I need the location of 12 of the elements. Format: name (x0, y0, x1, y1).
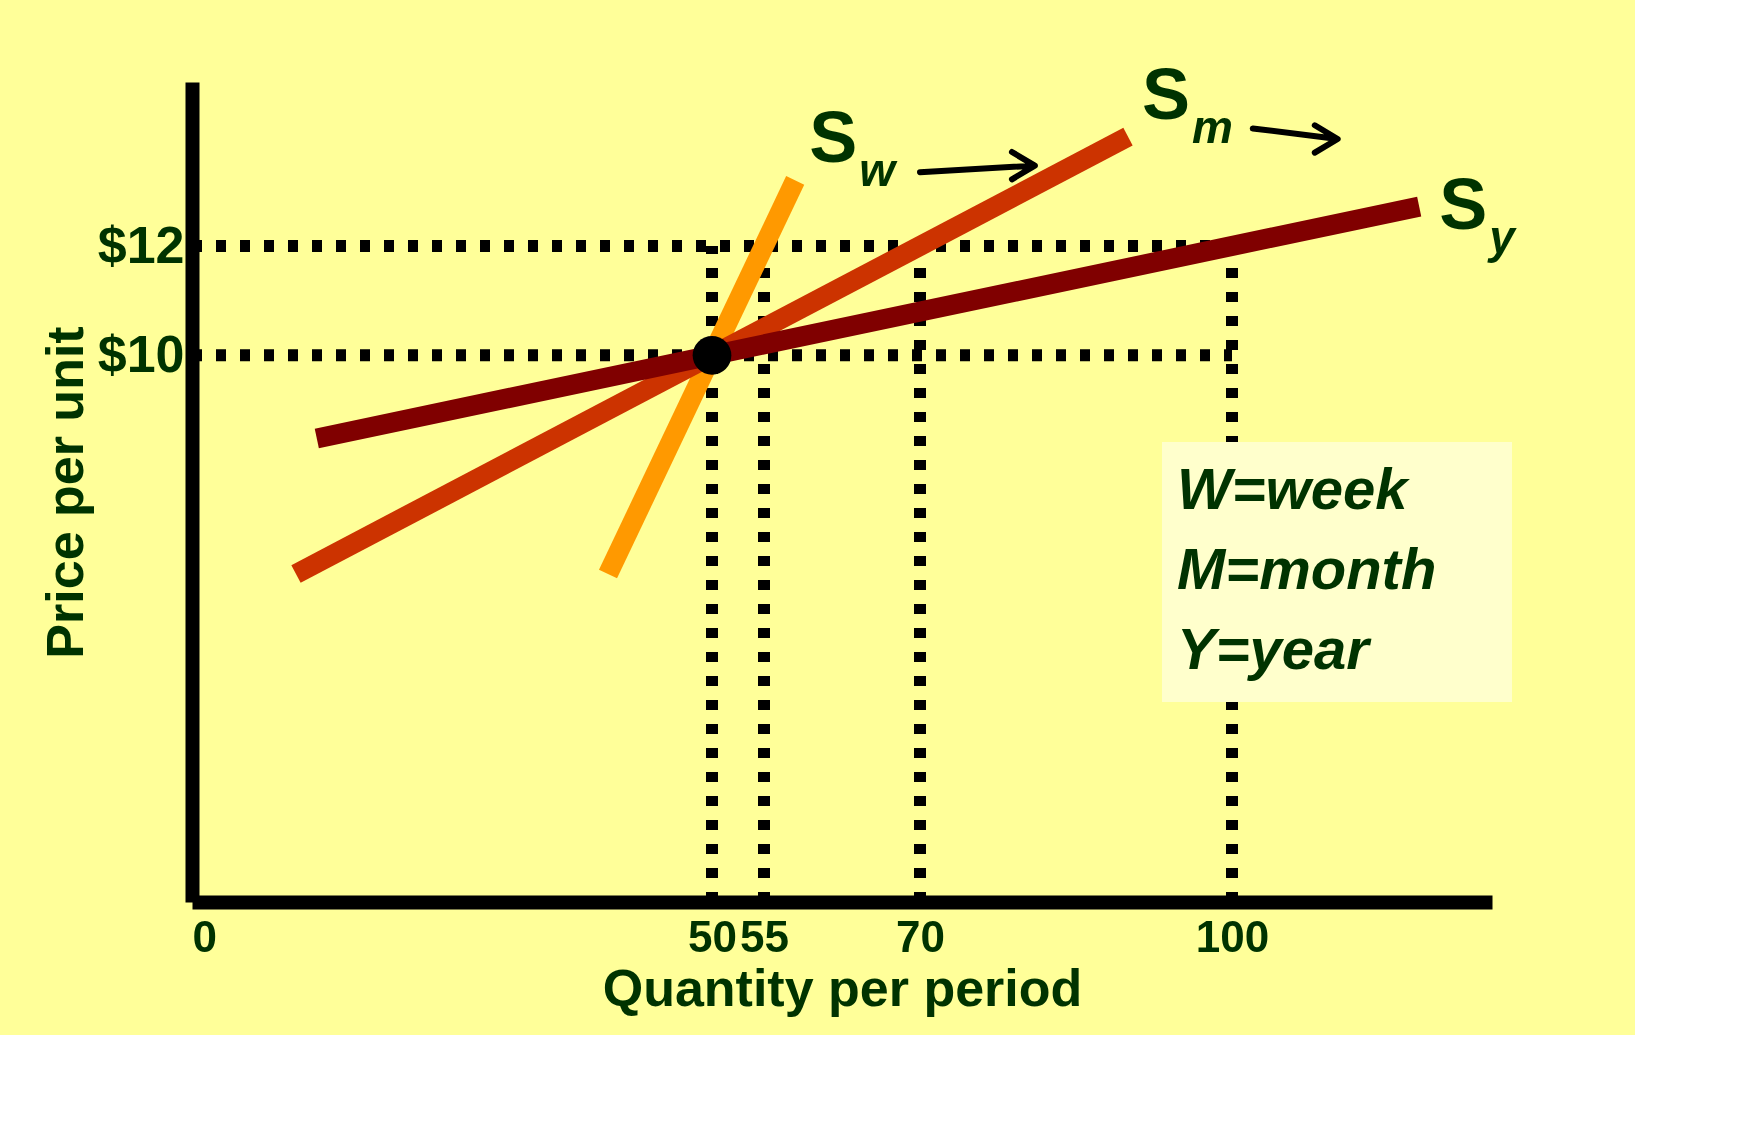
annotation: Y=year (1177, 616, 1373, 681)
annotation: W=week (1177, 456, 1411, 521)
x-tick-label: 70 (896, 911, 945, 961)
x-tick-label: 50 (688, 911, 737, 961)
y-tick-label: $10 (97, 324, 185, 383)
y-axis-title: Price per unit (35, 326, 94, 659)
x-tick-label: 100 (1195, 911, 1270, 961)
x-tick-label: 0 (192, 911, 217, 961)
x-tick-label: 55 (740, 911, 789, 961)
y-tick-label: $12 (97, 215, 185, 274)
annotation: M=month (1177, 536, 1437, 601)
x-axis-title: Quantity per period (602, 958, 1083, 1017)
